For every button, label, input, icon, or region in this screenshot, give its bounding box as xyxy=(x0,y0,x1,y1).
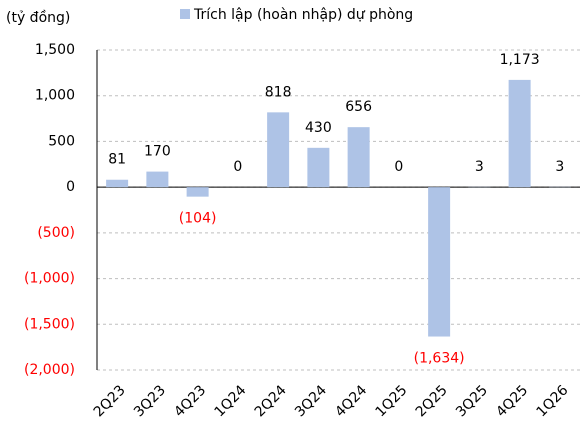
y-axis-label: (tỷ đồng) xyxy=(6,9,70,26)
y-tick-label: (2,000) xyxy=(24,362,75,378)
x-tick-label: 4Q25 xyxy=(493,382,531,420)
data-label: (1,634) xyxy=(414,351,465,367)
y-tick-label: (500) xyxy=(37,225,75,241)
legend-swatch xyxy=(180,9,190,19)
y-tick-label: (1,000) xyxy=(24,271,75,287)
data-label: 170 xyxy=(144,144,171,160)
x-tick-label: 1Q25 xyxy=(373,382,411,420)
bar xyxy=(428,187,451,337)
y-tick-label: (1,500) xyxy=(24,316,75,332)
x-tick-label: 1Q24 xyxy=(212,382,250,420)
x-tick-label: 4Q23 xyxy=(171,382,209,420)
data-label: 3 xyxy=(475,159,484,175)
x-tick-label: 3Q23 xyxy=(131,382,169,420)
x-tick-label: 2Q25 xyxy=(413,382,451,420)
data-label: 1,173 xyxy=(500,52,540,68)
y-tick-label: 1,000 xyxy=(35,88,75,104)
data-label: 656 xyxy=(345,99,372,115)
bar xyxy=(347,127,370,188)
data-label: 0 xyxy=(394,159,403,175)
data-label: 81 xyxy=(108,152,126,168)
x-tick-label: 2Q24 xyxy=(252,382,290,420)
data-label: 3 xyxy=(555,159,564,175)
bar xyxy=(307,147,330,188)
x-tick-label: 3Q25 xyxy=(453,382,491,420)
legend-label: Trích lập (hoàn nhập) dự phòng xyxy=(193,7,413,23)
data-label: (104) xyxy=(179,211,217,227)
data-label: 818 xyxy=(265,84,292,100)
x-tick-label: 4Q24 xyxy=(332,382,370,420)
x-tick-label: 3Q24 xyxy=(292,382,330,420)
data-label: 0 xyxy=(233,159,242,175)
y-tick-label: 0 xyxy=(66,179,75,195)
x-tick-label: 1Q26 xyxy=(534,382,572,420)
bar xyxy=(267,112,290,188)
y-tick-label: 500 xyxy=(48,133,75,149)
bar xyxy=(508,79,531,188)
x-tick-label: 2Q23 xyxy=(91,382,129,420)
y-tick-label: 1,500 xyxy=(35,42,75,58)
bar xyxy=(146,171,169,188)
bar xyxy=(106,179,129,188)
bar xyxy=(186,187,209,197)
data-label: 430 xyxy=(305,120,332,136)
